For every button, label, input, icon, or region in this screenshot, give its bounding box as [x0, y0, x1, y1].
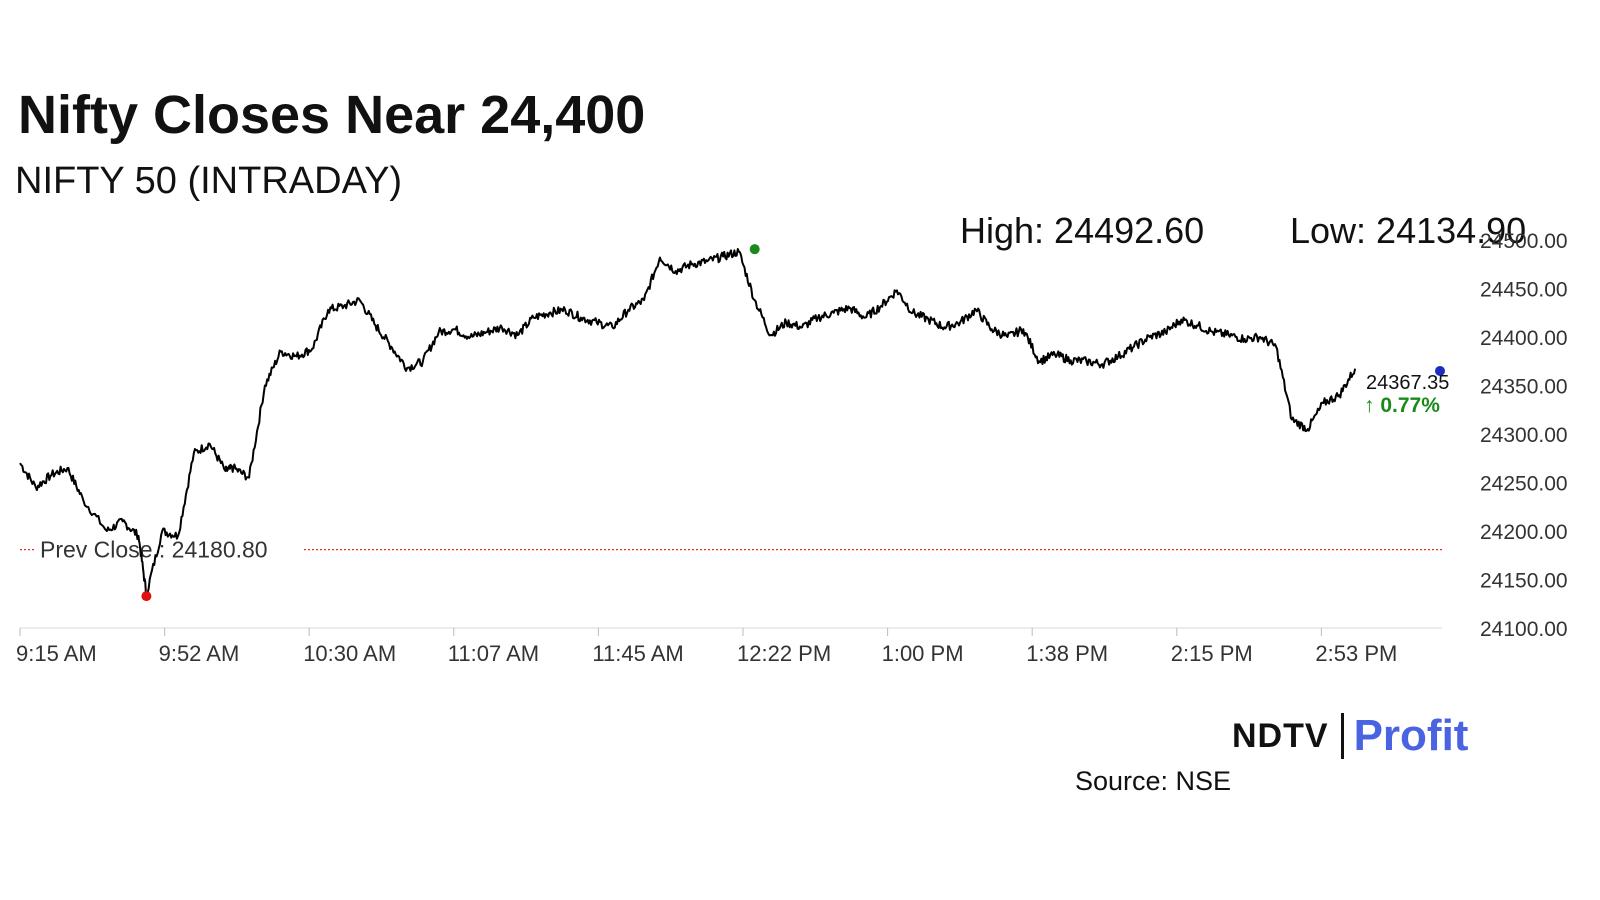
y-tick-label: 24350.00 — [1480, 376, 1568, 399]
last-price-label: 24367.35 — [1366, 372, 1449, 394]
chart-title: Nifty Closes Near 24,400 — [18, 85, 646, 145]
low-label: Low: 24134.90 — [1290, 210, 1527, 251]
y-tick-label: 24500.00 — [1480, 230, 1568, 253]
y-tick-label: 24250.00 — [1480, 473, 1568, 496]
x-tick-label: 9:52 AM — [159, 641, 240, 666]
ndtv-profit-logo: NDTV Profit — [1232, 711, 1469, 760]
x-axis: 9:15 AM 9:52 AM 10:30 AM 11:07 AM 11:45 AM 12… — [16, 627, 1442, 666]
y-tick-label: 24150.00 — [1480, 570, 1568, 593]
source-note: Source: NSE — [1075, 766, 1232, 796]
low-marker — [141, 591, 152, 602]
x-tick-label: 2:15 PM — [1171, 641, 1253, 666]
y-tick-label: 24200.00 — [1480, 521, 1568, 544]
x-tick-label: 12:22 PM — [737, 641, 831, 666]
change-percent-label: ↑ 0.77% — [1364, 394, 1440, 417]
chart-subtitle: NIFTY 50 (INTRADAY) — [15, 160, 403, 202]
last-price-marker — [1435, 365, 1445, 376]
high-marker — [749, 244, 760, 255]
logo-divider — [1340, 713, 1344, 759]
x-tick-label: 2:53 PM — [1315, 641, 1397, 666]
ndtv-wordmark: NDTV — [1232, 716, 1329, 755]
x-tick-label: 1:00 PM — [882, 641, 964, 666]
y-tick-label: 24400.00 — [1480, 327, 1568, 350]
y-tick-label: 24100.00 — [1480, 618, 1568, 641]
y-axis: 24500.00 24450.00 24400.00 24350.00 24300.00… — [1480, 230, 1568, 641]
prev-close-label-bg — [36, 533, 304, 564]
x-tick-label: 10:30 AM — [303, 641, 396, 666]
profit-wordmark: Profit — [1353, 711, 1469, 760]
high-label: High: 24492.60 — [960, 210, 1205, 251]
y-tick-label: 24300.00 — [1480, 424, 1568, 447]
x-tick-label: 9:15 AM — [16, 641, 97, 666]
price-series-line — [19, 248, 1357, 595]
x-tick-label: 1:38 PM — [1026, 641, 1108, 666]
prev-close-label: Prev Close : 24180.80 — [40, 537, 268, 563]
y-tick-label: 24450.00 — [1480, 279, 1568, 302]
x-tick-label: 11:45 AM — [592, 641, 683, 666]
x-tick-label: 11:07 AM — [448, 641, 539, 666]
